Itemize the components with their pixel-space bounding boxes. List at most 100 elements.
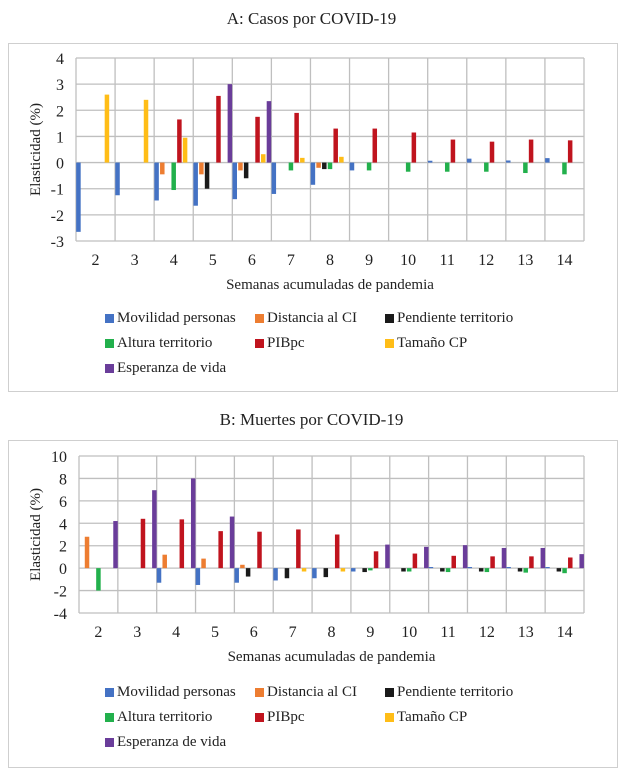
chart-a-bar-pibpc-w8 — [333, 128, 338, 163]
chart-b-ytick-label: 10 — [51, 449, 67, 466]
chart-a-ytick-label: 0 — [56, 156, 64, 173]
chart-b-legend-item: Movilidad personas — [105, 684, 236, 701]
chart-a-legend-item: Distancia al CI — [255, 310, 357, 327]
chart-b-legend-item: PIBpc — [255, 709, 305, 726]
chart-b-bar-distancia-al-ci-w2 — [84, 536, 90, 569]
chart-b-xtick-label: 2 — [94, 624, 102, 641]
chart-b-xtick-label: 6 — [250, 624, 258, 641]
chart-a-legend-item: Altura territorio — [105, 335, 212, 352]
chart-b-ytick-label: 8 — [59, 471, 67, 488]
chart-b-bar-tama-o-cp-w7 — [301, 568, 307, 572]
chart-a-bar-movilidad-personas-w13 — [506, 160, 511, 163]
chart-a-bar-distancia-al-ci-w5 — [199, 162, 204, 175]
chart-a-bar-altura-territorio-w4 — [171, 162, 176, 191]
chart-b-xtick-label: 12 — [479, 624, 495, 641]
chart-b-bar-esperanza-de-vida-w4 — [190, 478, 196, 569]
chart-a-bar-pibpc-w4 — [177, 119, 182, 163]
chart-a-ytick-label: 4 — [56, 51, 64, 68]
chart-a-xtick-label: 12 — [478, 252, 494, 269]
chart-a-bar-movilidad-personas-w4 — [154, 162, 159, 201]
chart-b-bar-movilidad-personas-w5 — [195, 568, 201, 585]
chart-a-ytick-label: -2 — [51, 208, 64, 225]
chart-a-bar-tama-o-cp-w8 — [339, 156, 344, 163]
chart-b-bar-pendiente-territorio-w9 — [362, 568, 367, 573]
chart-a-legend-swatch — [255, 314, 264, 323]
chart-a-xaxis-label: Semanas acumuladas de pandemia — [226, 277, 434, 293]
chart-b-title: B: Muertes por COVID-19 — [219, 410, 404, 429]
chart-a-bar-altura-territorio-w11 — [444, 162, 450, 172]
chart-b-legend-item: Esperanza de vida — [105, 734, 226, 751]
chart-b-bar-esperanza-de-vida-w3 — [152, 490, 157, 569]
chart-b-bar-pendiente-territorio-w7 — [284, 568, 290, 579]
chart-a-bar-altura-territorio-w12 — [484, 162, 489, 172]
chart-a-legend-label: Distancia al CI — [267, 310, 357, 326]
chart-a-ytick-label: 2 — [56, 103, 64, 120]
chart-a-bar-pibpc-w13 — [528, 139, 534, 163]
chart-a-legend-item: PIBpc — [255, 335, 305, 352]
chart-b-bar-pendiente-territorio-w8 — [323, 568, 329, 578]
chart-a-xtick-label: 4 — [170, 252, 178, 269]
chart-b-ytick-label: -4 — [54, 606, 67, 623]
chart-b-ytick-label: 4 — [59, 516, 67, 533]
chart-b-legend-label: Pendiente territorio — [397, 684, 514, 700]
chart-b-bar-esperanza-de-vida-w13 — [540, 547, 546, 569]
chart-a-bar-distancia-al-ci-w8 — [316, 162, 321, 168]
chart-a-legend-label: Movilidad personas — [117, 310, 236, 326]
chart-a-legend-label: Esperanza de vida — [117, 360, 227, 376]
chart-a-title: A: Casos por COVID-19 — [226, 9, 397, 28]
chart-b-bar-movilidad-personas-w13 — [506, 567, 511, 569]
chart-a-legend-label: PIBpc — [267, 335, 305, 351]
chart-b-legend-item: Tamaño CP — [385, 709, 467, 726]
chart-b-bar-movilidad-personas-w11 — [428, 567, 434, 569]
chart-b-bar-movilidad-personas-w6 — [234, 568, 239, 583]
chart-a-ytick-label: -3 — [51, 234, 64, 251]
chart-a-xtick-label: 14 — [556, 252, 572, 269]
chart-a-legend-label: Tamaño CP — [397, 335, 468, 351]
chart-b-bar-movilidad-personas-w12 — [467, 567, 473, 569]
chart-b-bar-pendiente-territorio-w14 — [556, 568, 562, 572]
chart-a-bar-pendiente-territorio-w5 — [204, 162, 210, 189]
chart-a-bar-pibpc-w14 — [567, 140, 573, 163]
chart-a-ytick-label: 1 — [56, 129, 64, 146]
chart-a-bar-movilidad-personas-w8 — [310, 162, 316, 185]
chart-a-bar-altura-territorio-w9 — [366, 162, 372, 171]
chart-a-legend-item: Pendiente territorio — [385, 310, 513, 327]
chart-a-legend-swatch — [255, 339, 264, 348]
chart-b-xtick-label: 11 — [440, 624, 455, 641]
chart-a-xtick-label: 5 — [209, 252, 217, 269]
chart-a-legend-item: Movilidad personas — [105, 310, 236, 327]
chart-a-xtick-label: 11 — [440, 252, 455, 269]
chart-a-legend-swatch — [105, 339, 114, 348]
chart-a-frame — [8, 43, 618, 392]
chart-b-xaxis-label: Semanas acumuladas de pandemia — [228, 649, 436, 665]
chart-b-bar-pibpc-w3 — [140, 518, 146, 569]
chart-b-xtick-label: 5 — [211, 624, 219, 641]
chart-b-legend-label: Tamaño CP — [397, 709, 468, 725]
chart-a-xtick-label: 10 — [400, 252, 416, 269]
chart-a-bar-movilidad-personas-w14 — [545, 158, 550, 163]
chart-b-bar-altura-territorio-w10 — [406, 568, 412, 572]
chart-a-xtick-label: 13 — [517, 252, 533, 269]
chart-b-bar-pibpc-w5 — [218, 531, 223, 569]
chart-a-bar-pibpc-w11 — [450, 139, 456, 163]
chart-b-ytick-label: 0 — [59, 561, 67, 578]
chart-a-legend-label: Altura territorio — [117, 335, 213, 351]
chart-b-legend-swatch — [385, 688, 394, 697]
chart-b-bar-distancia-al-ci-w6 — [240, 564, 245, 569]
chart-a-bar-altura-territorio-w10 — [405, 162, 411, 172]
chart-a-xtick-label: 9 — [365, 252, 373, 269]
chart-b-legend-swatch — [255, 713, 264, 722]
chart-a-bar-tama-o-cp-w4 — [182, 137, 188, 163]
chart-b-bar-altura-territorio-w9 — [368, 568, 373, 571]
chart-a-bar-pibpc-w5 — [216, 95, 221, 163]
chart-a-bar-movilidad-personas-w12 — [466, 158, 472, 163]
chart-b-bar-pibpc-w4 — [179, 519, 185, 569]
chart-a-legend-swatch — [105, 314, 114, 323]
chart-a-xtick-label: 8 — [326, 252, 334, 269]
chart-a-legend-swatch — [105, 364, 114, 373]
chart-a-ytick-label: 3 — [56, 77, 64, 94]
chart-a-bar-pibpc-w9 — [372, 128, 378, 163]
chart-b-legend-swatch — [255, 688, 264, 697]
chart-b-bar-pibpc-w7 — [296, 529, 301, 569]
